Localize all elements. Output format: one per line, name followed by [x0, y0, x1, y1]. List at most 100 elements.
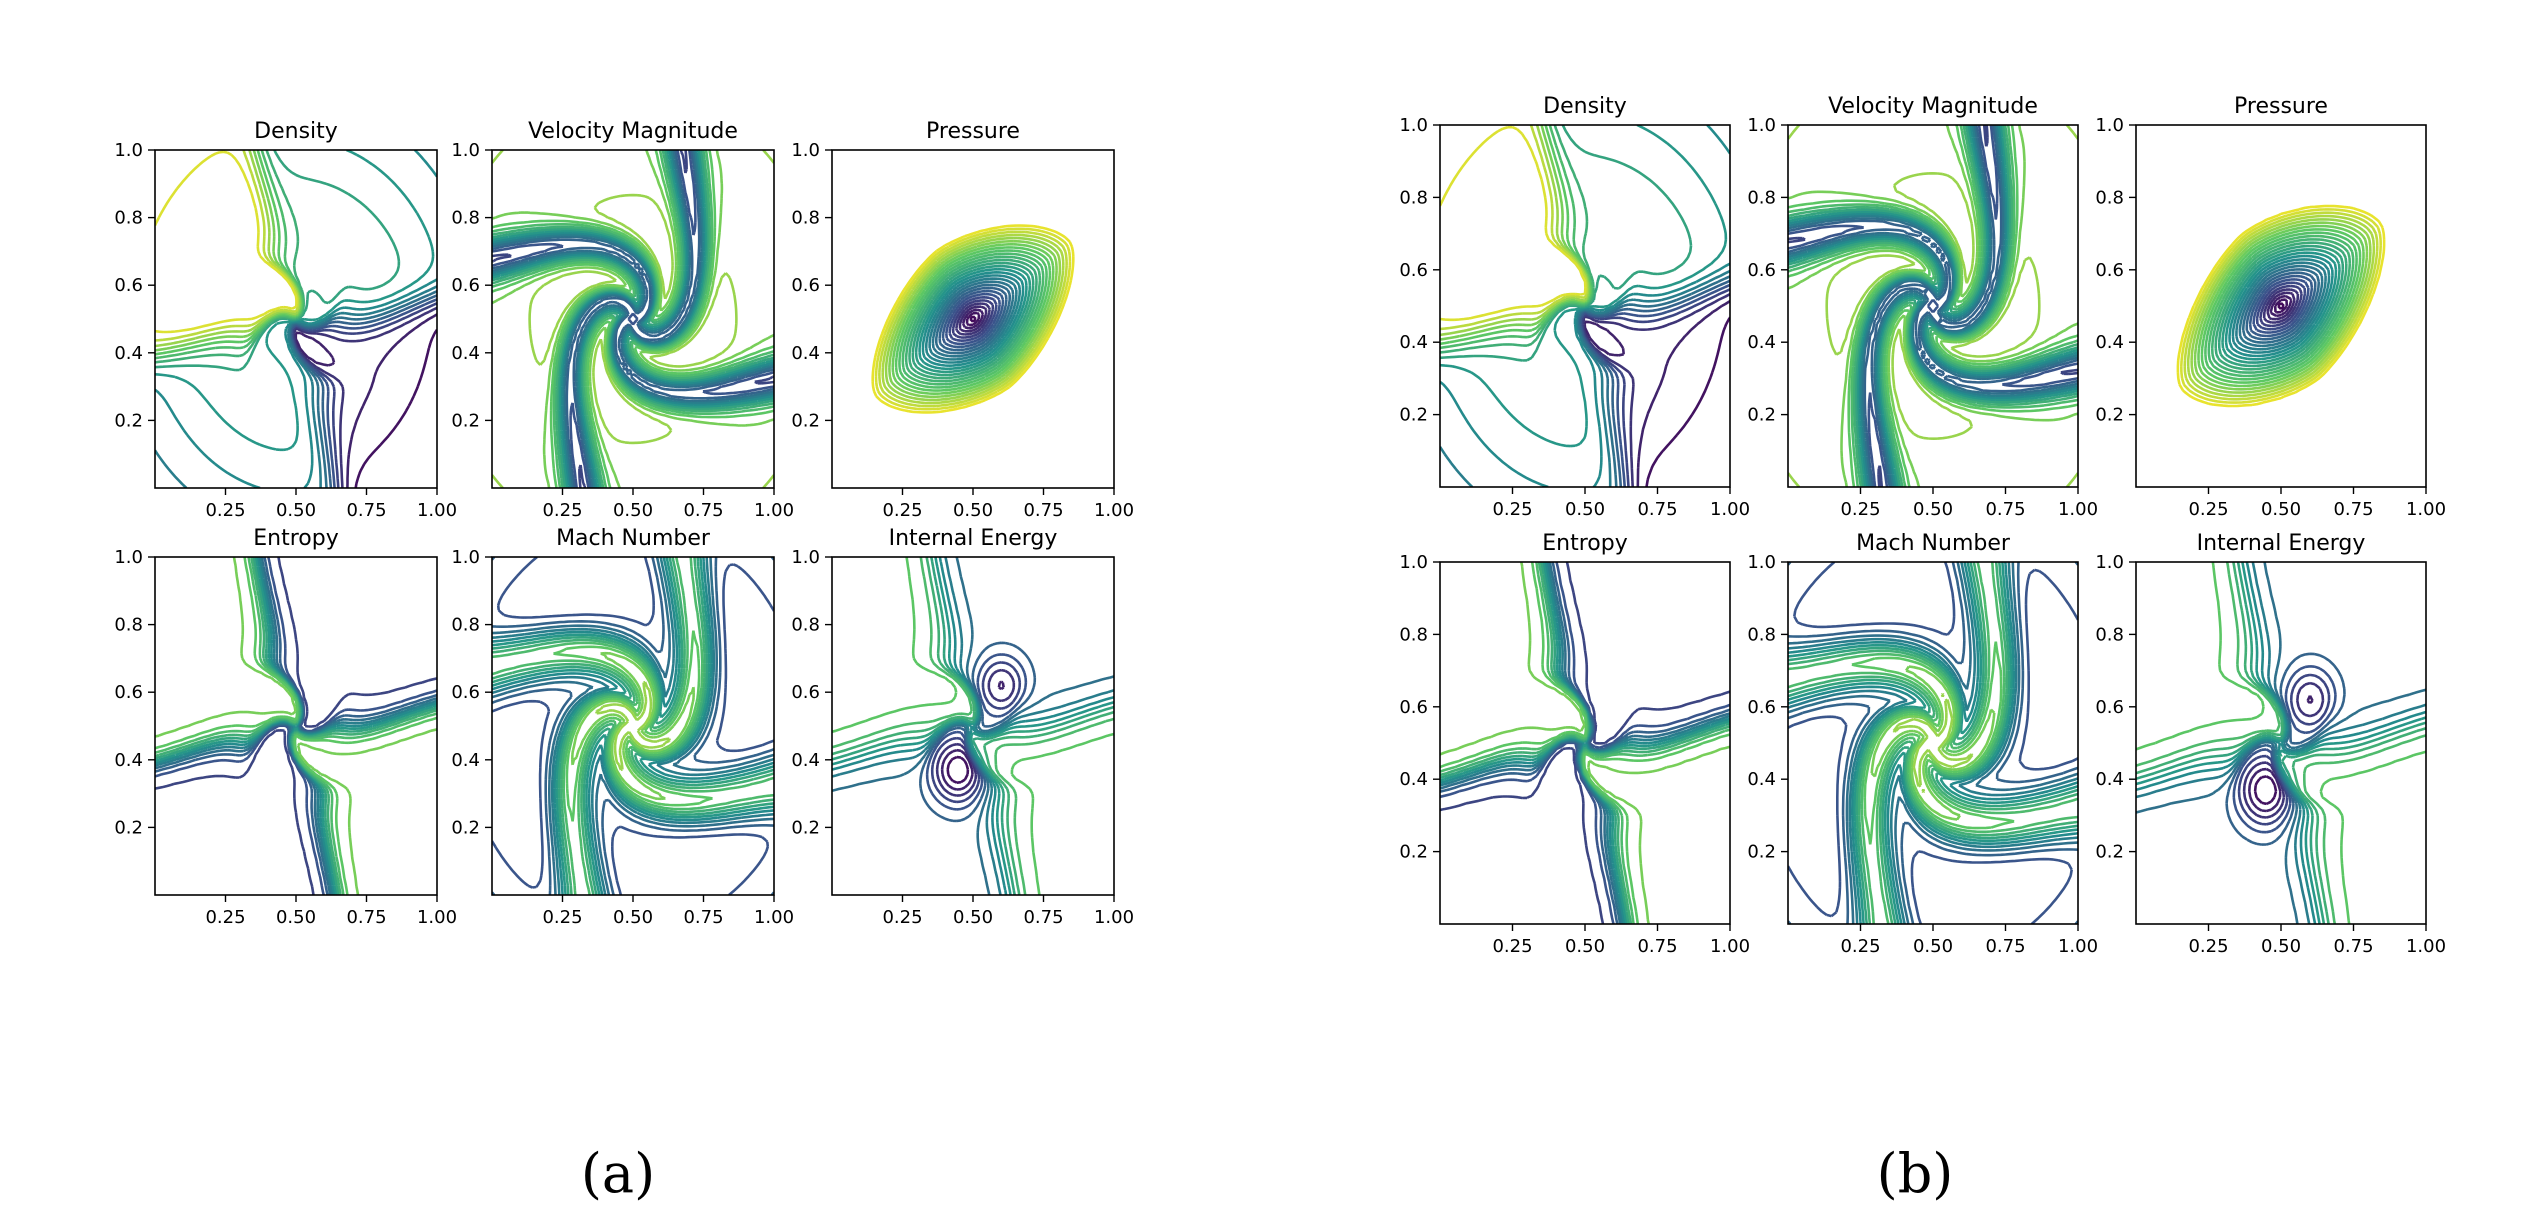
contour-line: [492, 150, 774, 488]
contour-lines: [2136, 562, 2426, 924]
contour-line: [1440, 562, 1730, 924]
y-tick-label: 1.0: [1399, 552, 1428, 573]
y-tick-label: 0.2: [1399, 405, 1428, 426]
y-tick-label: 0.4: [114, 343, 143, 364]
contour-lines: [832, 557, 1114, 895]
x-tick-label: 1.00: [1094, 500, 1134, 521]
panel-pressure: Pressure 0.25 0.50 0.75 1.00 0.2 0.4 0.6 0.8 1.0: [2095, 94, 2446, 520]
panel-mach: Mach Number 0.25 0.50 0.75 1.00 0.2 0.4 0.6 0.8 1…: [451, 526, 794, 928]
y-tick-label: 1.0: [114, 547, 143, 568]
contour-line: [871, 224, 1075, 414]
y-tick-label: 0.8: [1747, 187, 1776, 208]
y-tick-label: 0.2: [451, 817, 480, 838]
contour-lines: [871, 224, 1075, 414]
contour-line: [1870, 665, 1996, 821]
y-tick-label: 0.8: [1747, 624, 1776, 645]
x-tick-label: 0.75: [346, 907, 386, 928]
contour-line: [946, 755, 970, 784]
y-tick-label: 0.6: [114, 682, 143, 703]
x-tick-label: 0.25: [882, 500, 922, 521]
contour-line: [965, 311, 981, 327]
y-tick-label: 0.4: [791, 750, 820, 771]
contour-line: [832, 557, 1114, 895]
contour-line: [155, 150, 435, 452]
y-tick-label: 1.0: [791, 547, 820, 568]
panel-energy: Internal Energy 0.25 0.50 0.75 1.00 0.2 0.4 0.6…: [2095, 531, 2446, 957]
contour-line: [492, 557, 774, 895]
contour-line: [2248, 274, 2314, 338]
contour-line: [492, 150, 774, 488]
contour-line: [155, 557, 437, 895]
contour-line: [874, 227, 1072, 411]
x-tick-label: 0.50: [2261, 936, 2301, 957]
contour-line: [492, 557, 774, 895]
contour-line: [938, 286, 1008, 352]
panel-entropy: Entropy 0.25 0.50 0.75 1.00 0.2 0.4 0.6 0.8 1.0: [1399, 531, 1750, 957]
contour-line: [878, 230, 1068, 408]
x-tick-label: 0.75: [1637, 499, 1677, 520]
x-tick-label: 0.75: [1637, 936, 1677, 957]
contour-line: [1440, 562, 1730, 924]
contour-line: [492, 150, 774, 488]
contour-line: [940, 680, 1005, 791]
contour-line: [1788, 562, 2078, 924]
y-tick-label: 0.4: [1399, 332, 1428, 353]
contour-line: [969, 315, 977, 323]
contour-line: [1788, 562, 2078, 924]
axes-frame: [2135, 124, 2427, 488]
y-tick-label: 0.4: [1747, 332, 1776, 353]
contour-line: [2136, 562, 2426, 924]
contour-line: [2176, 204, 2386, 408]
contour-line: [832, 557, 1114, 895]
contour-line: [155, 557, 437, 895]
panel-title: Velocity Magnitude: [528, 119, 738, 144]
y-tick-label: 0.6: [114, 275, 143, 296]
contour-line: [571, 651, 695, 801]
contour-line: [1583, 299, 1730, 487]
panel-title: Internal Energy: [2197, 531, 2366, 556]
y-tick-label: 0.6: [451, 275, 480, 296]
panel-title: Density: [1543, 94, 1627, 119]
contour-line: [1440, 125, 1587, 322]
contour-line: [2224, 251, 2338, 361]
contour-lines: [155, 150, 437, 488]
x-tick-label: 0.50: [276, 907, 316, 928]
contour-line: [294, 313, 437, 488]
panel-entropy: Entropy 0.25 0.50 0.75 1.00 0.2 0.4 0.6 0.8 1.0: [114, 526, 457, 928]
y-tick-label: 0.2: [114, 410, 143, 431]
y-tick-label: 0.8: [791, 615, 820, 636]
contour-line: [2248, 695, 2314, 813]
y-tick-label: 0.4: [1399, 769, 1428, 790]
y-tick-label: 0.4: [114, 750, 143, 771]
contour-line: [894, 246, 1052, 392]
x-tick-label: 0.75: [683, 907, 723, 928]
x-tick-label: 0.25: [1492, 936, 1532, 957]
x-tick-label: 1.00: [1710, 936, 1750, 957]
y-tick-label: 1.0: [1747, 552, 1776, 573]
contour-line: [2221, 248, 2341, 364]
panel-density: Density 0.25 0.50 0.75 1.00 0.2 0.4 0.6 0.8 1.0: [114, 119, 457, 521]
contour-line: [881, 233, 1065, 405]
contour-line: [948, 296, 998, 342]
contour-line: [2225, 652, 2346, 846]
x-tick-label: 0.50: [953, 907, 993, 928]
contour-line: [1440, 562, 1730, 924]
contour-line: [492, 150, 774, 488]
contour-line: [2252, 278, 2310, 334]
contour-line: [911, 261, 1035, 377]
y-tick-label: 0.2: [1747, 842, 1776, 863]
y-tick-label: 0.4: [791, 343, 820, 364]
panel-title: Velocity Magnitude: [1828, 94, 2038, 119]
contour-line: [1788, 125, 2078, 487]
contour-line: [2269, 294, 2293, 318]
contour-line: [492, 557, 774, 895]
panel-velocity: Velocity Magnitude 0.25 0.50 0.75 1.00 0.2 0.4…: [451, 119, 794, 521]
contour-line: [1440, 562, 1730, 924]
contour-line: [2277, 302, 2285, 310]
contour-line: [2214, 241, 2348, 371]
contour-line: [1440, 125, 1693, 362]
contour-line: [945, 292, 1001, 346]
contour-line: [1788, 125, 2078, 487]
